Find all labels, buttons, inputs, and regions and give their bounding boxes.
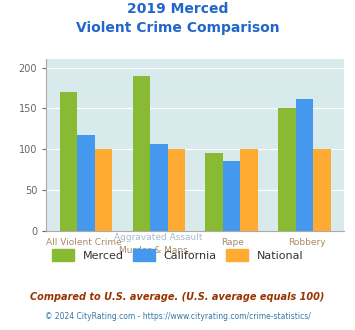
Text: 2019 Merced: 2019 Merced <box>127 2 228 16</box>
Bar <box>296 99 313 231</box>
Bar <box>223 161 240 231</box>
Bar <box>60 92 77 231</box>
Bar <box>278 108 296 231</box>
Text: Murder & Mans...: Murder & Mans... <box>119 246 197 255</box>
Text: Compared to U.S. average. (U.S. average equals 100): Compared to U.S. average. (U.S. average … <box>30 292 325 302</box>
Bar <box>95 149 112 231</box>
Bar <box>77 135 95 231</box>
Text: Violent Crime Comparison: Violent Crime Comparison <box>76 21 279 35</box>
Text: Aggravated Assault: Aggravated Assault <box>114 233 202 242</box>
Text: All Violent Crime: All Violent Crime <box>45 238 121 247</box>
Bar <box>240 149 258 231</box>
Bar <box>206 153 223 231</box>
Bar <box>150 144 168 231</box>
Text: Robbery: Robbery <box>288 238 326 247</box>
Text: Rape: Rape <box>221 238 244 247</box>
Legend: Merced, California, National: Merced, California, National <box>47 245 308 265</box>
Bar <box>132 76 150 231</box>
Text: © 2024 CityRating.com - https://www.cityrating.com/crime-statistics/: © 2024 CityRating.com - https://www.city… <box>45 312 310 321</box>
Bar <box>313 149 331 231</box>
Bar <box>168 149 185 231</box>
